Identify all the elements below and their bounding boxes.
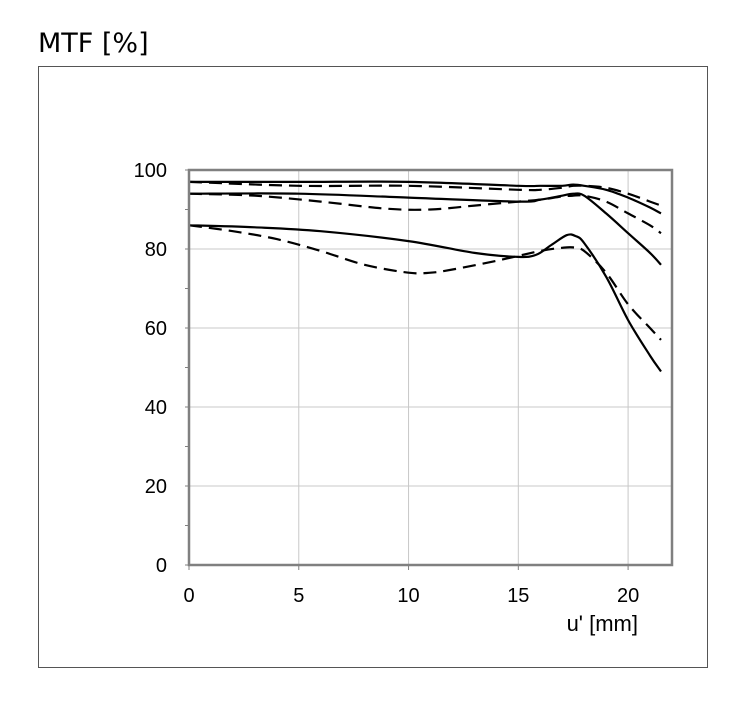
y-tick-label-60: 60 xyxy=(145,318,167,340)
x-tick-label-10: 10 xyxy=(397,585,419,607)
x-tick-label-15: 15 xyxy=(507,585,529,607)
grid-lines xyxy=(189,170,672,565)
series-line-1-solid xyxy=(189,180,662,215)
series-line-6-dashed xyxy=(188,224,662,341)
series-line-5-solid xyxy=(188,224,662,373)
y-tick-label-100: 100 xyxy=(134,160,167,182)
tick-labels: 0 20 40 60 80 100 0 5 10 15 20 xyxy=(134,160,640,607)
plot-area-border xyxy=(187,168,674,567)
x-tick-label-20: 20 xyxy=(617,585,639,607)
series-line-4-dashed xyxy=(188,192,662,235)
y-axis-title: MTF [%] xyxy=(38,28,149,59)
y-tick-label-0: 0 xyxy=(156,555,167,577)
series-layer xyxy=(188,180,662,373)
x-tick-label-5: 5 xyxy=(293,585,304,607)
chart-frame xyxy=(38,66,708,668)
x-tick-label-0: 0 xyxy=(183,585,194,607)
y-tick-label-40: 40 xyxy=(145,397,167,419)
series-line-2-dashed xyxy=(188,180,662,207)
x-axis-title: u' [mm] xyxy=(567,611,638,636)
y-tick-label-20: 20 xyxy=(145,476,167,498)
tick-marks xyxy=(185,169,629,570)
y-tick-label-80: 80 xyxy=(145,239,167,261)
series-line-3-solid xyxy=(188,192,662,266)
